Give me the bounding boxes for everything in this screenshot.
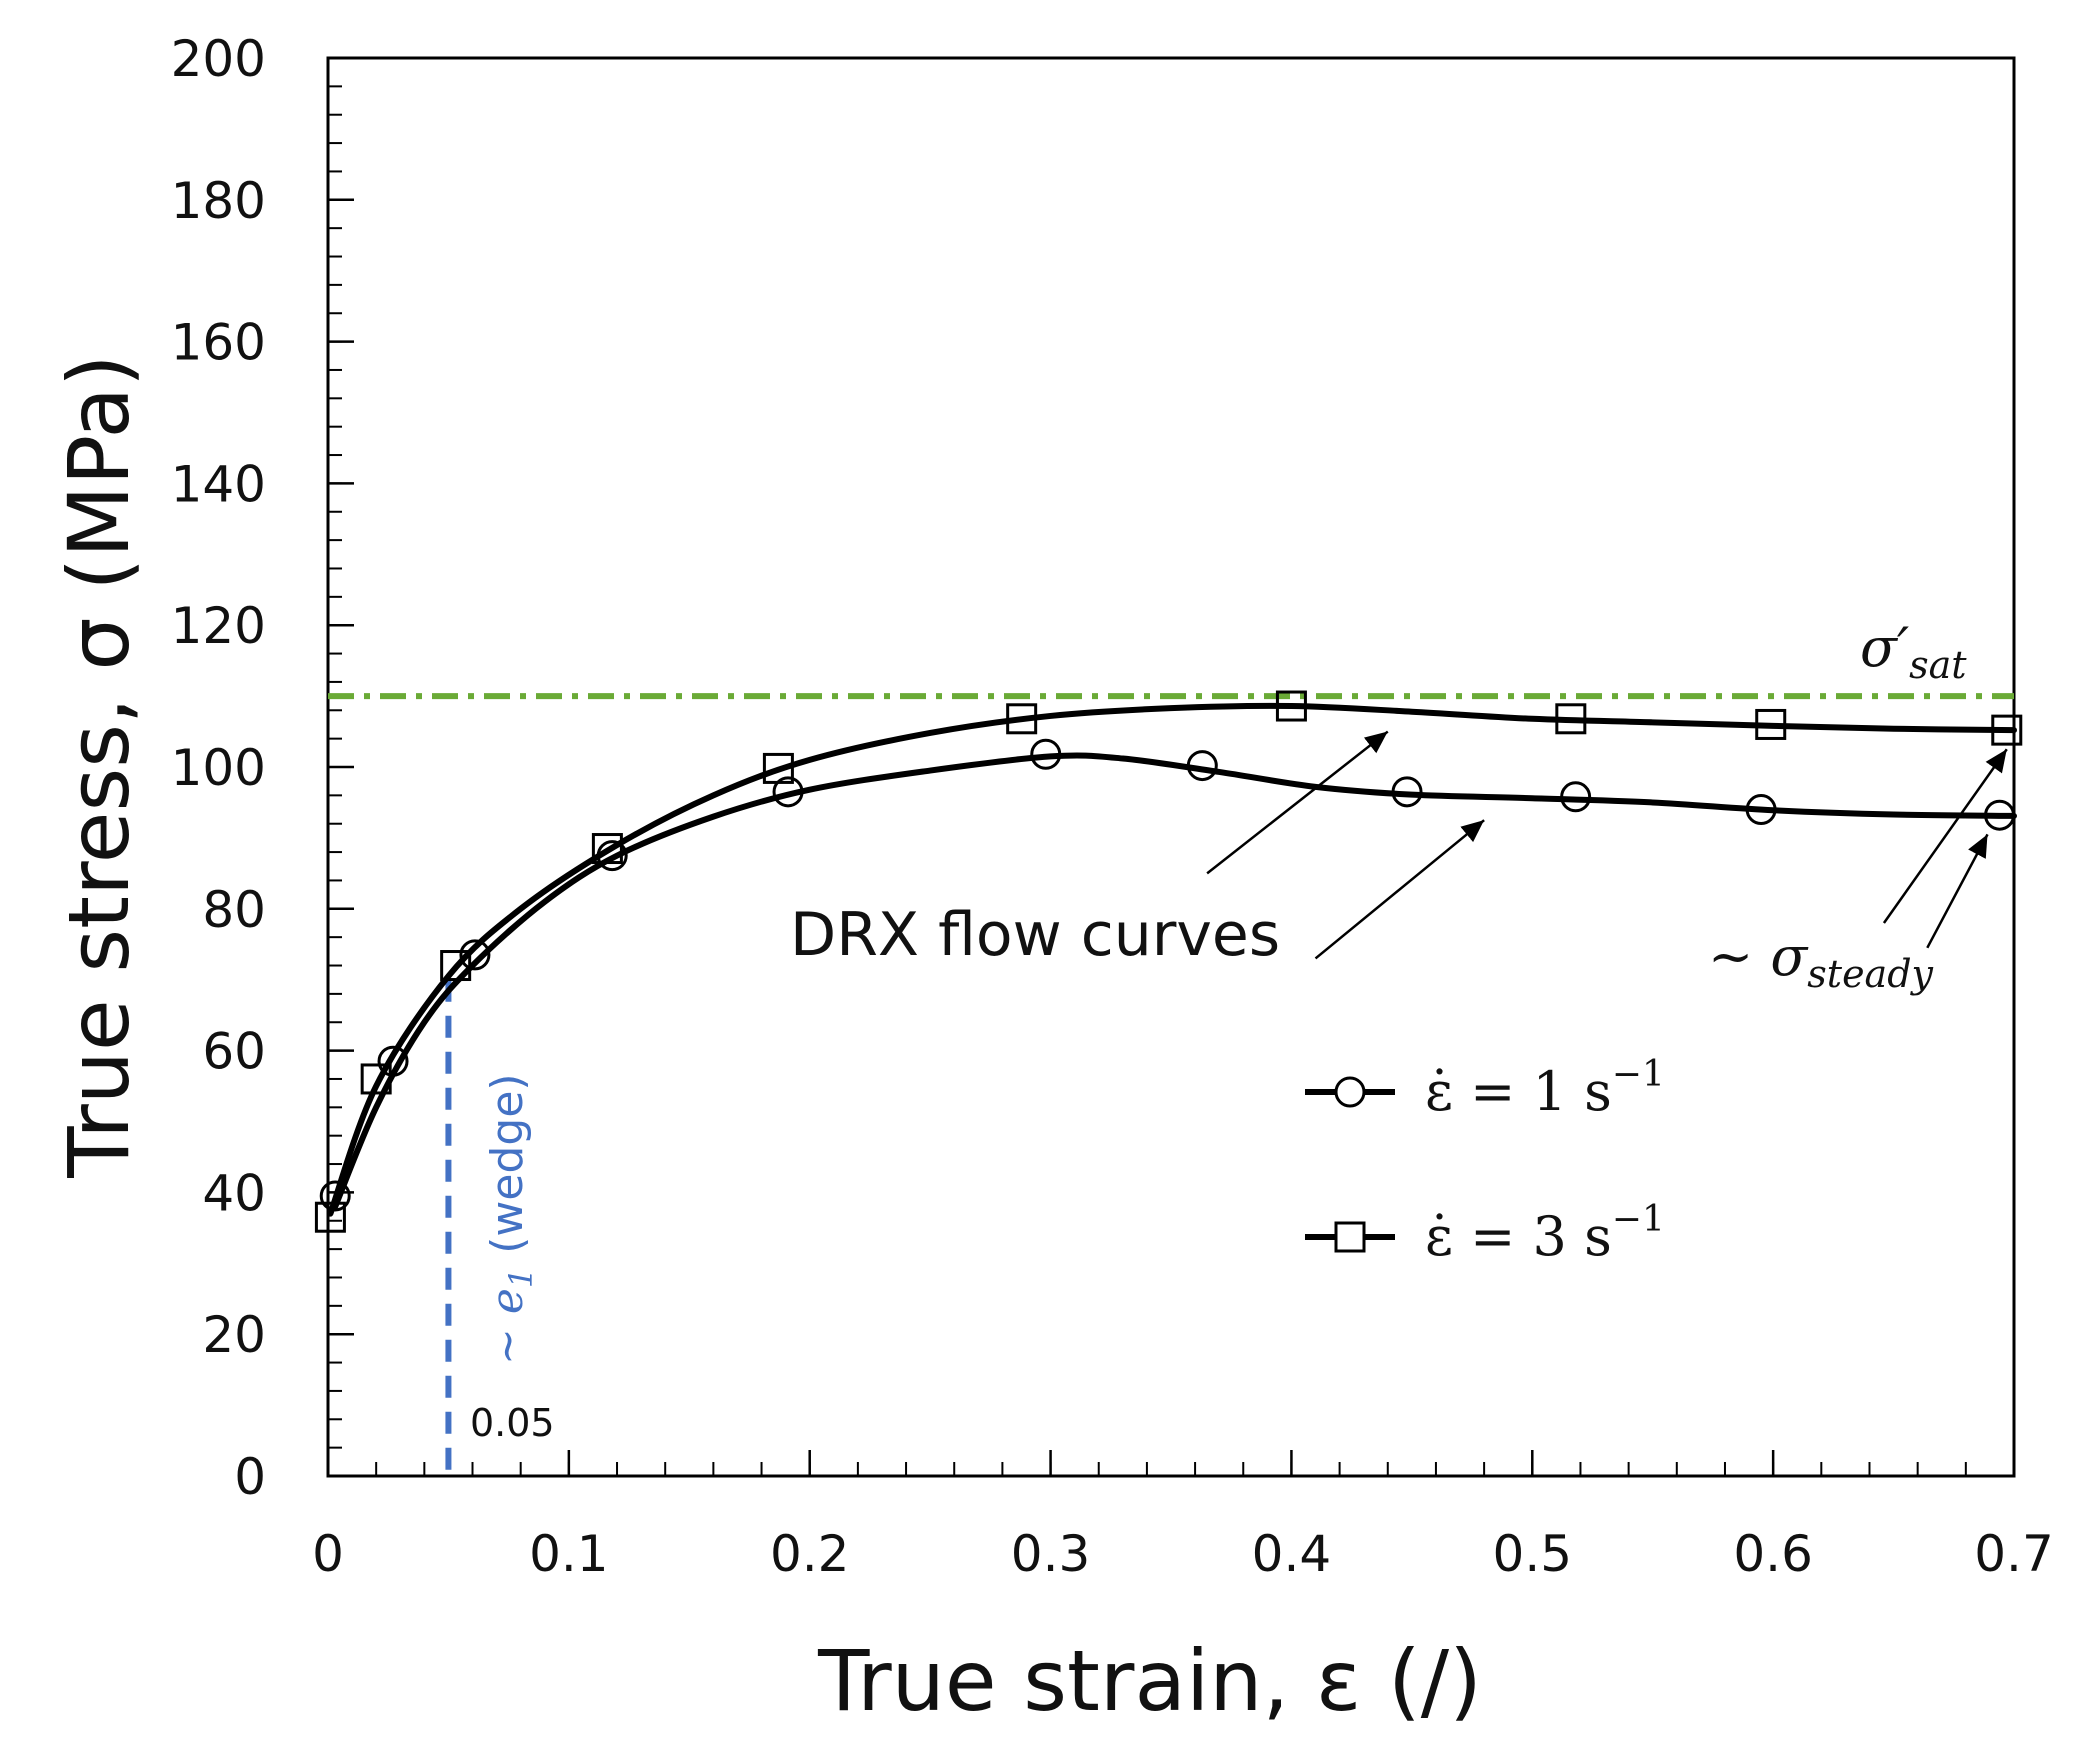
marker-circle <box>772 776 804 808</box>
legend-marker-circle <box>1334 1076 1366 1108</box>
marker-circle <box>1560 781 1592 813</box>
marker-square <box>1006 703 1038 735</box>
marker-circle <box>1391 776 1423 808</box>
legend: ε̇ = 1 s−1 ε̇ = 3 s−1 <box>1305 1054 1665 1268</box>
legend-entry-1-sup: −1 <box>1612 1054 1665 1095</box>
y-tick-label: 120 <box>171 597 266 655</box>
x-tick-label: 0.3 <box>1011 1525 1091 1583</box>
data-markers <box>314 690 2023 1233</box>
y-tick-label: 180 <box>171 172 266 230</box>
x-tick-label: 0 <box>312 1525 344 1583</box>
drx-arrow <box>1314 819 1485 960</box>
reference-lines <box>328 693 2014 1476</box>
y-tick-label: 40 <box>202 1164 266 1222</box>
x-tick-label: 0.7 <box>1974 1525 2054 1583</box>
x-tick-label: 0.4 <box>1252 1525 1332 1583</box>
legend-marker-square <box>1334 1221 1366 1253</box>
sigma-steady-prefix: ~ <box>1708 925 1770 988</box>
legend-entry-2-text: ε̇ = 3 s <box>1425 1205 1612 1268</box>
x-tick-label: 0.2 <box>770 1525 850 1583</box>
marker-circle <box>1745 794 1777 826</box>
y-tick-label: 140 <box>171 455 266 513</box>
legend-entry-2: ε̇ = 3 s−1 <box>1425 1199 1665 1268</box>
e1-prefix: ~ <box>482 1314 533 1365</box>
y-axis: 0 20 40 60 80 100 120 140 160 180 200 <box>171 30 354 1506</box>
y-tick-label: 60 <box>202 1023 266 1081</box>
curve-series-2 <box>327 702 2017 1217</box>
marker-square <box>360 1063 392 1095</box>
marker-circle <box>459 939 491 971</box>
marker-square <box>314 1201 346 1233</box>
legend-entry-1: ε̇ = 1 s−1 <box>1425 1054 1665 1123</box>
x-tick-label: 0.6 <box>1733 1525 1813 1583</box>
drx-flow-curves-label: DRX flow curves <box>790 900 1280 970</box>
y-tick-label: 0 <box>234 1448 266 1506</box>
minor-ticks <box>328 85 1967 1476</box>
marker-square <box>1275 690 1307 722</box>
annotation-arrows <box>1206 730 2008 960</box>
y-axis-title: True stress, σ (MPa) <box>50 354 148 1178</box>
e1-wedge-label: ~ e1 (wedge) <box>482 1073 540 1365</box>
steady-arrow <box>1882 748 2008 924</box>
sigma-sat-subscript: sat <box>1909 643 1967 687</box>
sigma-steady-label: ~ σsteady <box>1708 925 1934 996</box>
steady-arrow <box>1926 833 1989 949</box>
y-tick-label: 100 <box>171 739 266 797</box>
legend-entry-2-sup: −1 <box>1612 1199 1665 1240</box>
e1-suffix: (wedge) <box>482 1073 533 1267</box>
x-tick-label: 0.5 <box>1493 1525 1573 1583</box>
y-tick-label: 80 <box>202 881 266 939</box>
y-tick-label: 160 <box>171 314 266 372</box>
drx-arrow <box>1206 730 1389 875</box>
y-tick-label: 200 <box>171 30 266 88</box>
e1-subscript: 1 <box>502 1268 540 1288</box>
legend-entry-1-text: ε̇ = 1 s <box>1425 1060 1612 1123</box>
marker-square <box>1555 703 1587 735</box>
marker-circle <box>1030 738 1062 770</box>
marker-circle <box>319 1180 351 1212</box>
x-axis-title: True strain, ε (/) <box>817 1632 1482 1730</box>
e1-symbol: e <box>482 1288 533 1314</box>
marker-square <box>762 752 794 784</box>
y-tick-label: 20 <box>202 1306 266 1364</box>
marker-circle <box>1186 750 1218 782</box>
x-tick-label: 0.1 <box>529 1525 609 1583</box>
sigma-steady-symbol: σ <box>1770 925 1809 988</box>
sigma-sat-symbol: σ′ <box>1860 616 1909 679</box>
e1-value-label: 0.05 <box>470 1401 555 1445</box>
flow-curves <box>327 702 2017 1217</box>
marker-circle <box>596 840 628 872</box>
marker-square <box>1755 708 1787 740</box>
marker-square <box>1991 714 2023 746</box>
sigma-sat-label: σ′sat <box>1860 616 1967 687</box>
marker-square <box>591 833 623 865</box>
marker-square <box>440 950 472 982</box>
curve-series-1 <box>332 752 2017 1210</box>
marker-circle <box>377 1045 409 1077</box>
sigma-steady-subscript: steady <box>1807 952 1933 996</box>
marker-circle <box>1984 799 2016 831</box>
x-axis: 0 0.1 0.2 0.3 0.4 0.5 0.6 0.7 <box>312 1450 2054 1583</box>
